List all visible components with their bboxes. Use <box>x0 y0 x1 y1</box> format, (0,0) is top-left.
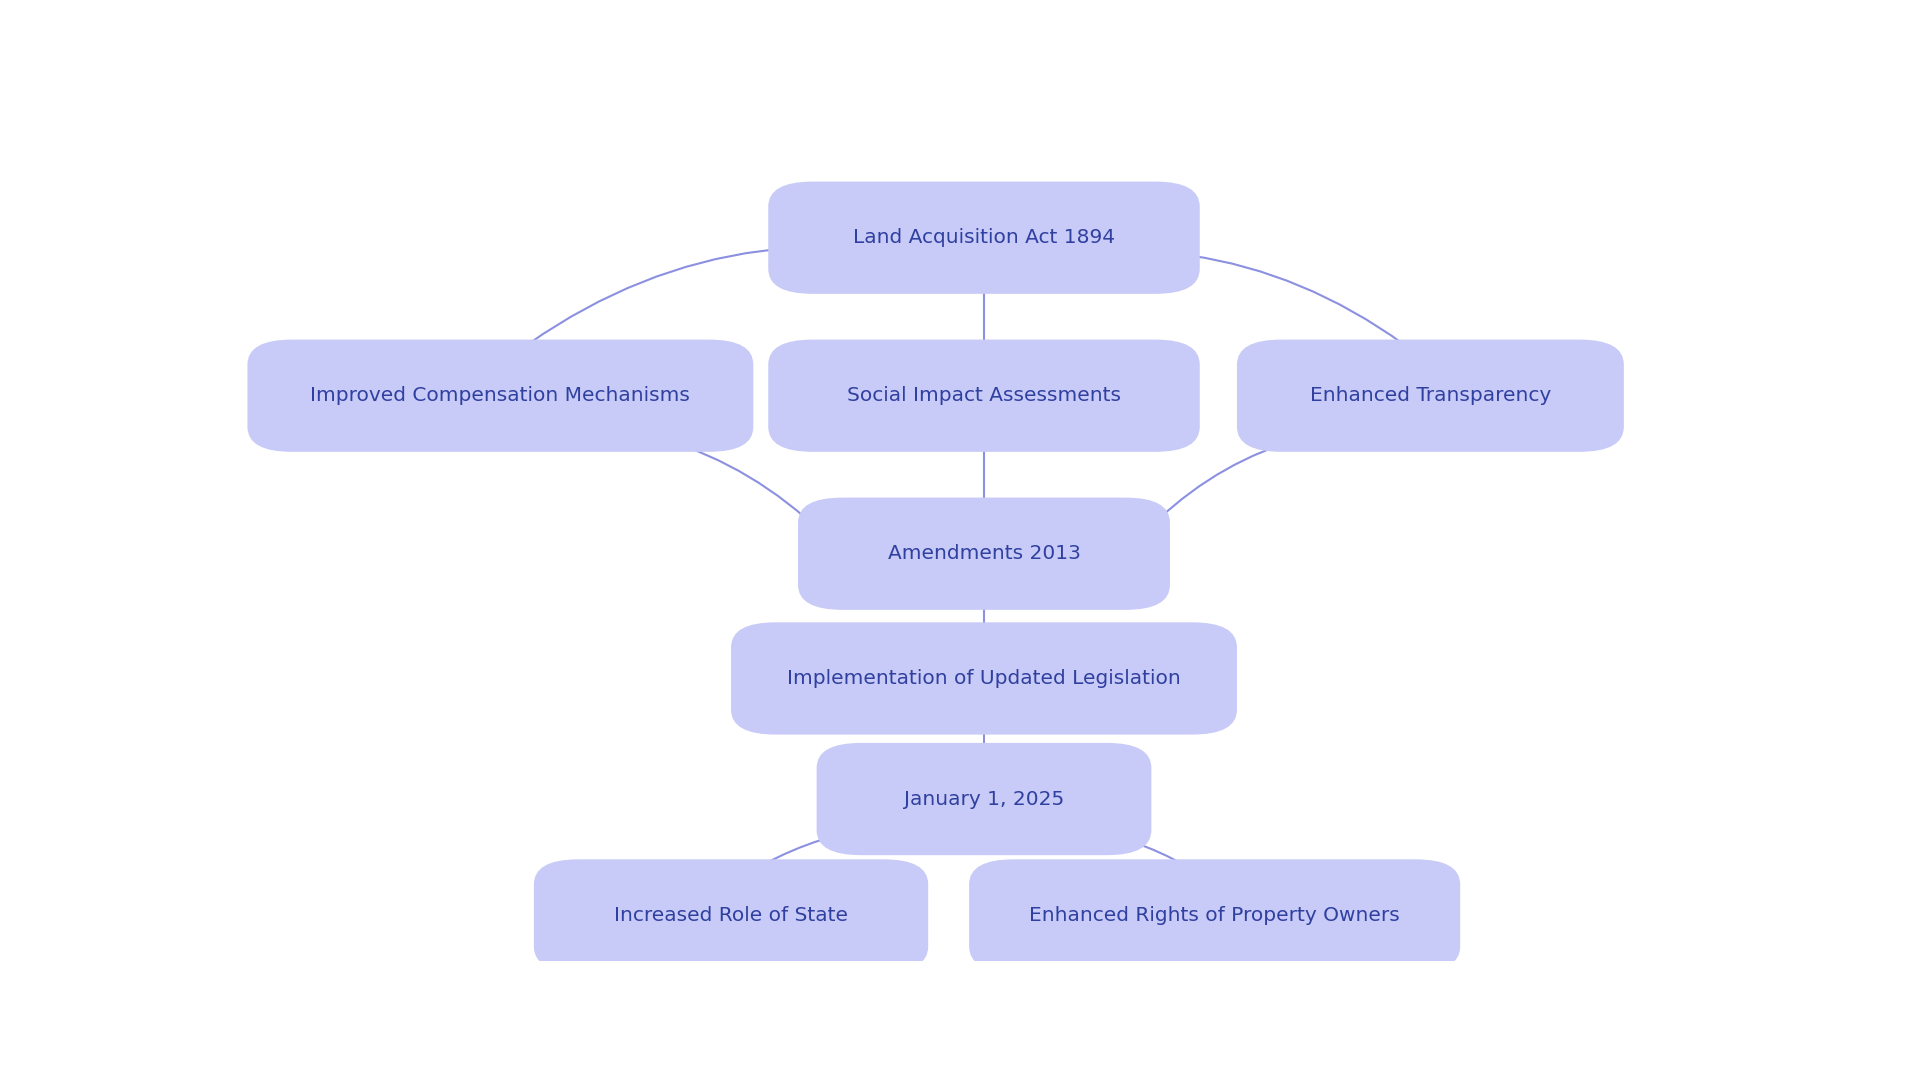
FancyBboxPatch shape <box>248 339 753 451</box>
FancyBboxPatch shape <box>799 498 1169 610</box>
FancyBboxPatch shape <box>768 339 1200 451</box>
Text: Social Impact Assessments: Social Impact Assessments <box>847 387 1121 405</box>
FancyBboxPatch shape <box>732 622 1236 734</box>
FancyBboxPatch shape <box>816 743 1152 855</box>
Text: Increased Role of State: Increased Role of State <box>614 906 849 924</box>
FancyBboxPatch shape <box>1236 339 1624 451</box>
Text: Land Acquisition Act 1894: Land Acquisition Act 1894 <box>852 228 1116 247</box>
Text: Enhanced Transparency: Enhanced Transparency <box>1309 387 1551 405</box>
Text: Improved Compensation Mechanisms: Improved Compensation Mechanisms <box>311 387 691 405</box>
Text: January 1, 2025: January 1, 2025 <box>904 789 1064 809</box>
Text: Enhanced Rights of Property Owners: Enhanced Rights of Property Owners <box>1029 906 1400 924</box>
FancyBboxPatch shape <box>534 860 927 972</box>
Text: Amendments 2013: Amendments 2013 <box>887 544 1081 563</box>
FancyBboxPatch shape <box>768 181 1200 294</box>
FancyBboxPatch shape <box>970 860 1461 972</box>
Text: Implementation of Updated Legislation: Implementation of Updated Legislation <box>787 669 1181 688</box>
